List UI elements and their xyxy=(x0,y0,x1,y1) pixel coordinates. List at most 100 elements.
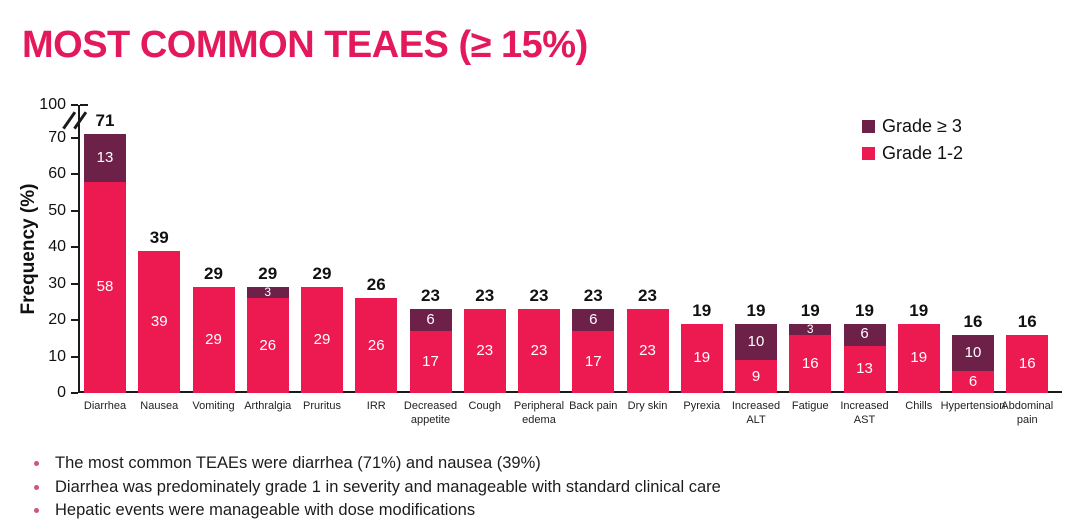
bar-nausea-grade12 xyxy=(138,250,181,393)
bar-back-pain-total-label: 23 xyxy=(583,286,603,306)
bar-cough-grade12 xyxy=(463,309,506,393)
bullet-text: The most common TEAEs were diarrhea (71%… xyxy=(55,454,541,472)
y-tick-label: 10 xyxy=(48,347,66,365)
bar-abdominal-pain-total-label: 16 xyxy=(1017,311,1037,331)
bar-arthralgia-grade3plus xyxy=(246,287,289,299)
bar-diarrhea-total-label: 71 xyxy=(95,111,115,131)
y-tick-label: 100 xyxy=(39,96,66,113)
bar-nausea-grade12-value: 39 xyxy=(150,312,168,330)
bar-irr-grade12-value: 26 xyxy=(367,336,385,354)
bar-peripheral-edema-grade12 xyxy=(518,309,560,393)
bar-chills-total-label: 19 xyxy=(909,300,929,320)
x-axis-label-dry-skin: Dry skin xyxy=(627,400,668,412)
bar-vomiting-grade12-value: 29 xyxy=(205,331,222,349)
x-axis-label-vomiting: Vomiting xyxy=(192,400,235,412)
bullet-item: Diarrhea was predominately grade 1 in se… xyxy=(34,478,1054,497)
bar-pyrexia-grade12 xyxy=(680,323,723,393)
bar-increased-alt-grade3plus xyxy=(735,323,777,361)
bar-pyrexia-grade12-value: 19 xyxy=(693,349,711,367)
y-tick xyxy=(71,136,78,139)
y-tick-label: 50 xyxy=(48,201,66,219)
y-tick xyxy=(71,282,78,285)
bar-hypertension-grade3plus xyxy=(952,334,994,372)
bar-increased-ast-total-label: 19 xyxy=(855,300,874,320)
bar-dry-skin-total-label: 23 xyxy=(638,286,657,306)
y-tick-label: 0 xyxy=(57,384,66,401)
bar-back-pain-grade3plus-value: 6 xyxy=(589,310,598,328)
bar-decreased-appetite-grade12 xyxy=(409,331,452,393)
bar-decreased-appetite-total-label: 23 xyxy=(421,286,440,306)
bar-fatigue-grade12-value: 16 xyxy=(801,354,819,372)
bar-chills-grade12-value: 19 xyxy=(910,349,928,367)
x-axis-label-fatigue: Fatigue xyxy=(791,400,829,412)
x-axis-label-increased-alt: Increased ALT xyxy=(731,400,781,426)
bar-back-pain-grade3plus xyxy=(572,309,615,332)
bar-back-pain-grade12 xyxy=(572,331,615,393)
x-axis-label-arthralgia: Arthralgia xyxy=(244,400,292,412)
bar-nausea-total-label: 39 xyxy=(149,227,169,247)
bar-hypertension-grade12 xyxy=(952,371,994,393)
x-axis-label-increased-ast: Increased AST xyxy=(840,400,889,426)
y-tick xyxy=(71,392,78,394)
bar-fatigue-grade12 xyxy=(789,334,832,393)
bar-fatigue-grade3plus-value: 3 xyxy=(806,321,814,336)
x-axis-label-chills: Chills xyxy=(905,400,933,412)
bar-increased-alt-grade3plus-value: 10 xyxy=(747,332,765,350)
bullet-dot-icon xyxy=(34,508,39,513)
bar-increased-alt-grade12-value: 9 xyxy=(751,367,761,385)
bar-back-pain-grade12-value: 17 xyxy=(584,353,602,371)
x-axis-label-peripheral-edema: Peripheral edema xyxy=(513,400,565,426)
bullet-text: Diarrhea was predominately grade 1 in se… xyxy=(55,478,721,496)
bar-cough-grade12-value: 23 xyxy=(476,342,494,360)
bar-irr-total-label: 26 xyxy=(366,275,386,295)
y-tick-label: 20 xyxy=(48,311,66,329)
x-axis-label-diarrhea: Diarrhea xyxy=(83,400,127,412)
bar-diarrhea-grade12-value: 58 xyxy=(96,278,114,296)
y-tick xyxy=(71,104,78,106)
bullet-item: The most common TEAEs were diarrhea (71%… xyxy=(34,454,1054,473)
bar-arthralgia-grade12 xyxy=(246,298,289,393)
bar-pruritus-grade12-value: 29 xyxy=(313,331,331,349)
bar-arthralgia-grade12-value: 26 xyxy=(259,336,277,354)
bar-cough-total-label: 23 xyxy=(475,286,495,306)
bar-arthralgia-total-label: 29 xyxy=(258,264,278,284)
bar-pruritus-grade12 xyxy=(301,287,343,393)
bar-increased-ast-grade3plus xyxy=(843,323,886,346)
bar-increased-ast-grade3plus-value: 6 xyxy=(860,325,869,343)
bar-vomiting-grade12 xyxy=(192,287,235,393)
legend-swatch-grade12 xyxy=(862,147,875,160)
slide-title: MOST COMMON TEAES (≥ 15%) xyxy=(22,24,588,66)
x-axis-label-pruritus: Pruritus xyxy=(303,400,341,412)
x-axis-label-back-pain: Back pain xyxy=(569,400,618,412)
y-tick xyxy=(71,209,78,212)
bar-decreased-appetite-grade3plus-value: 6 xyxy=(426,310,435,328)
x-axis-label-cough: Cough xyxy=(468,400,501,412)
legend-label-grade3plus: Grade ≥ 3 xyxy=(882,116,962,136)
bullet-dot-icon xyxy=(34,485,39,490)
y-tick xyxy=(71,246,78,249)
bar-diarrhea-grade3plus-value: 13 xyxy=(96,148,114,166)
bar-fatigue-total-label: 19 xyxy=(800,300,820,320)
bar-hypertension-total-label: 16 xyxy=(963,311,983,331)
bar-irr-grade12 xyxy=(355,298,398,393)
bar-hypertension-grade12-value: 6 xyxy=(968,373,978,391)
bar-peripheral-edema-grade12-value: 23 xyxy=(530,342,548,360)
bar-increased-alt-total-label: 19 xyxy=(746,300,766,320)
legend-label-grade12: Grade 1-2 xyxy=(882,143,964,163)
bar-arthralgia-grade3plus-value: 3 xyxy=(264,285,272,300)
bar-decreased-appetite-grade12-value: 17 xyxy=(422,353,439,371)
y-tick-label: 30 xyxy=(48,274,66,292)
bullet-item: Hepatic events were manageable with dose… xyxy=(34,501,1054,520)
bar-abdominal-pain-grade12-value: 16 xyxy=(1018,354,1036,372)
bar-increased-alt-grade12 xyxy=(735,360,777,393)
bar-increased-ast-grade12 xyxy=(843,345,886,393)
y-tick-label: 40 xyxy=(48,238,66,256)
bar-hypertension-grade3plus-value: 10 xyxy=(964,343,982,361)
bar-peripheral-edema-total-label: 23 xyxy=(529,286,549,306)
y-tick xyxy=(71,319,78,322)
x-axis-label-irr: IRR xyxy=(366,400,386,412)
legend-item-grade12: Grade 1-2 xyxy=(862,143,963,164)
bar-fatigue-grade3plus xyxy=(789,323,832,335)
x-axis-label-pyrexia: Pyrexia xyxy=(683,400,721,412)
bullet-text: Hepatic events were manageable with dose… xyxy=(55,501,476,519)
